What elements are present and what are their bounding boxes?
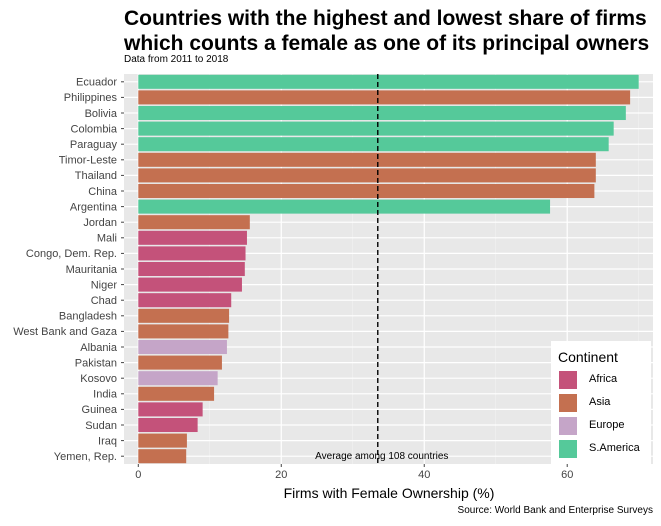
x-tick-label: 20: [275, 469, 287, 481]
country-label-paraguay: Paraguay: [70, 139, 118, 151]
bar-yemen-rep: [138, 449, 187, 464]
bar-bangladesh: [138, 308, 230, 323]
legend-title: Continent: [558, 349, 618, 365]
country-label-china: China: [88, 186, 118, 198]
country-label-colombia: Colombia: [71, 123, 118, 135]
bar-albania: [138, 339, 227, 355]
x-axis-title: Firms with Female Ownership (%): [284, 485, 495, 501]
bar-iraq: [138, 433, 187, 448]
bar-china: [138, 183, 595, 199]
legend-label-africa: Africa: [589, 373, 618, 385]
country-label-sudan: Sudan: [85, 420, 117, 432]
country-label-timor-leste: Timor-Leste: [59, 155, 117, 167]
country-label-philippines: Philippines: [64, 92, 118, 104]
bar-ecuador: [138, 74, 639, 89]
country-label-argentina: Argentina: [70, 201, 118, 213]
bar-paraguay: [138, 137, 609, 152]
country-label-iraq: Iraq: [98, 435, 117, 447]
bar-niger: [138, 277, 242, 292]
chart-subtitle: Data from 2011 to 2018: [124, 54, 229, 65]
average-reference-label: Average among 108 countries: [315, 451, 448, 462]
bar-colombia: [138, 121, 614, 136]
country-label-pakistan: Pakistan: [75, 357, 117, 369]
chart-title: Countries with the highest and lowest sh…: [124, 6, 654, 56]
x-tick-label: 40: [418, 469, 430, 481]
country-label-guinea: Guinea: [82, 404, 118, 416]
country-label-yemen-rep: Yemen, Rep.: [54, 451, 117, 463]
bar-pakistan: [138, 355, 222, 370]
bar-jordan: [138, 215, 250, 230]
country-label-congo-dem-rep: Congo, Dem. Rep.: [26, 248, 117, 260]
chart-title-line-1: Countries with the highest and lowest sh…: [124, 7, 647, 30]
bar-west-bank-and-gaza: [138, 324, 229, 339]
x-tick-label: 60: [561, 469, 573, 481]
bar-thailand: [138, 168, 596, 183]
bar-philippines: [138, 90, 631, 105]
country-label-thailand: Thailand: [75, 170, 117, 182]
chart-title-line-2: which counts a female as one of its prin…: [124, 32, 650, 55]
legend: Continent Africa Asia Europe S.America: [551, 341, 651, 464]
legend-swatch-asia: [559, 394, 577, 412]
bar-chad: [138, 293, 232, 308]
legend-swatch-s-america: [559, 440, 577, 458]
country-label-india: India: [93, 389, 118, 401]
bar-guinea: [138, 402, 203, 417]
country-label-ecuador: Ecuador: [76, 77, 117, 89]
country-labels: Ecuador Philippines Bolivia Colombia Paragua…: [13, 77, 124, 463]
country-label-kosovo: Kosovo: [80, 373, 117, 385]
bar-mali: [138, 230, 247, 245]
bar-mauritania: [138, 261, 245, 277]
country-label-west-bank-and-gaza: West Bank and Gaza: [13, 326, 118, 338]
bar-india: [138, 386, 215, 401]
legend-label-europe: Europe: [589, 419, 625, 431]
x-tick-label: 0: [135, 469, 141, 481]
bar-congo-dem-rep: [138, 246, 246, 261]
country-label-mauritania: Mauritania: [66, 264, 118, 276]
country-label-chad: Chad: [91, 295, 117, 307]
country-label-bolivia: Bolivia: [85, 108, 118, 120]
bar-kosovo: [138, 371, 218, 386]
legend-label-asia: Asia: [589, 396, 611, 408]
country-label-mali: Mali: [97, 233, 117, 245]
legend-swatch-europe: [559, 417, 577, 435]
bar-argentina: [138, 199, 551, 214]
legend-swatch-africa: [559, 371, 577, 389]
source-caption: Source: World Bank and Enterprise Survey…: [457, 505, 653, 516]
bar-timor-leste: [138, 152, 596, 167]
country-label-albania: Albania: [80, 342, 118, 354]
x-axis-ticks: 0 20 40 60: [135, 464, 573, 481]
bar-bolivia: [138, 105, 626, 121]
country-label-jordan: Jordan: [83, 217, 117, 229]
legend-label-s-america: S.America: [589, 442, 640, 454]
country-label-bangladesh: Bangladesh: [59, 311, 117, 323]
country-label-niger: Niger: [91, 279, 118, 291]
bar-sudan: [138, 417, 198, 433]
bars: [138, 74, 639, 464]
